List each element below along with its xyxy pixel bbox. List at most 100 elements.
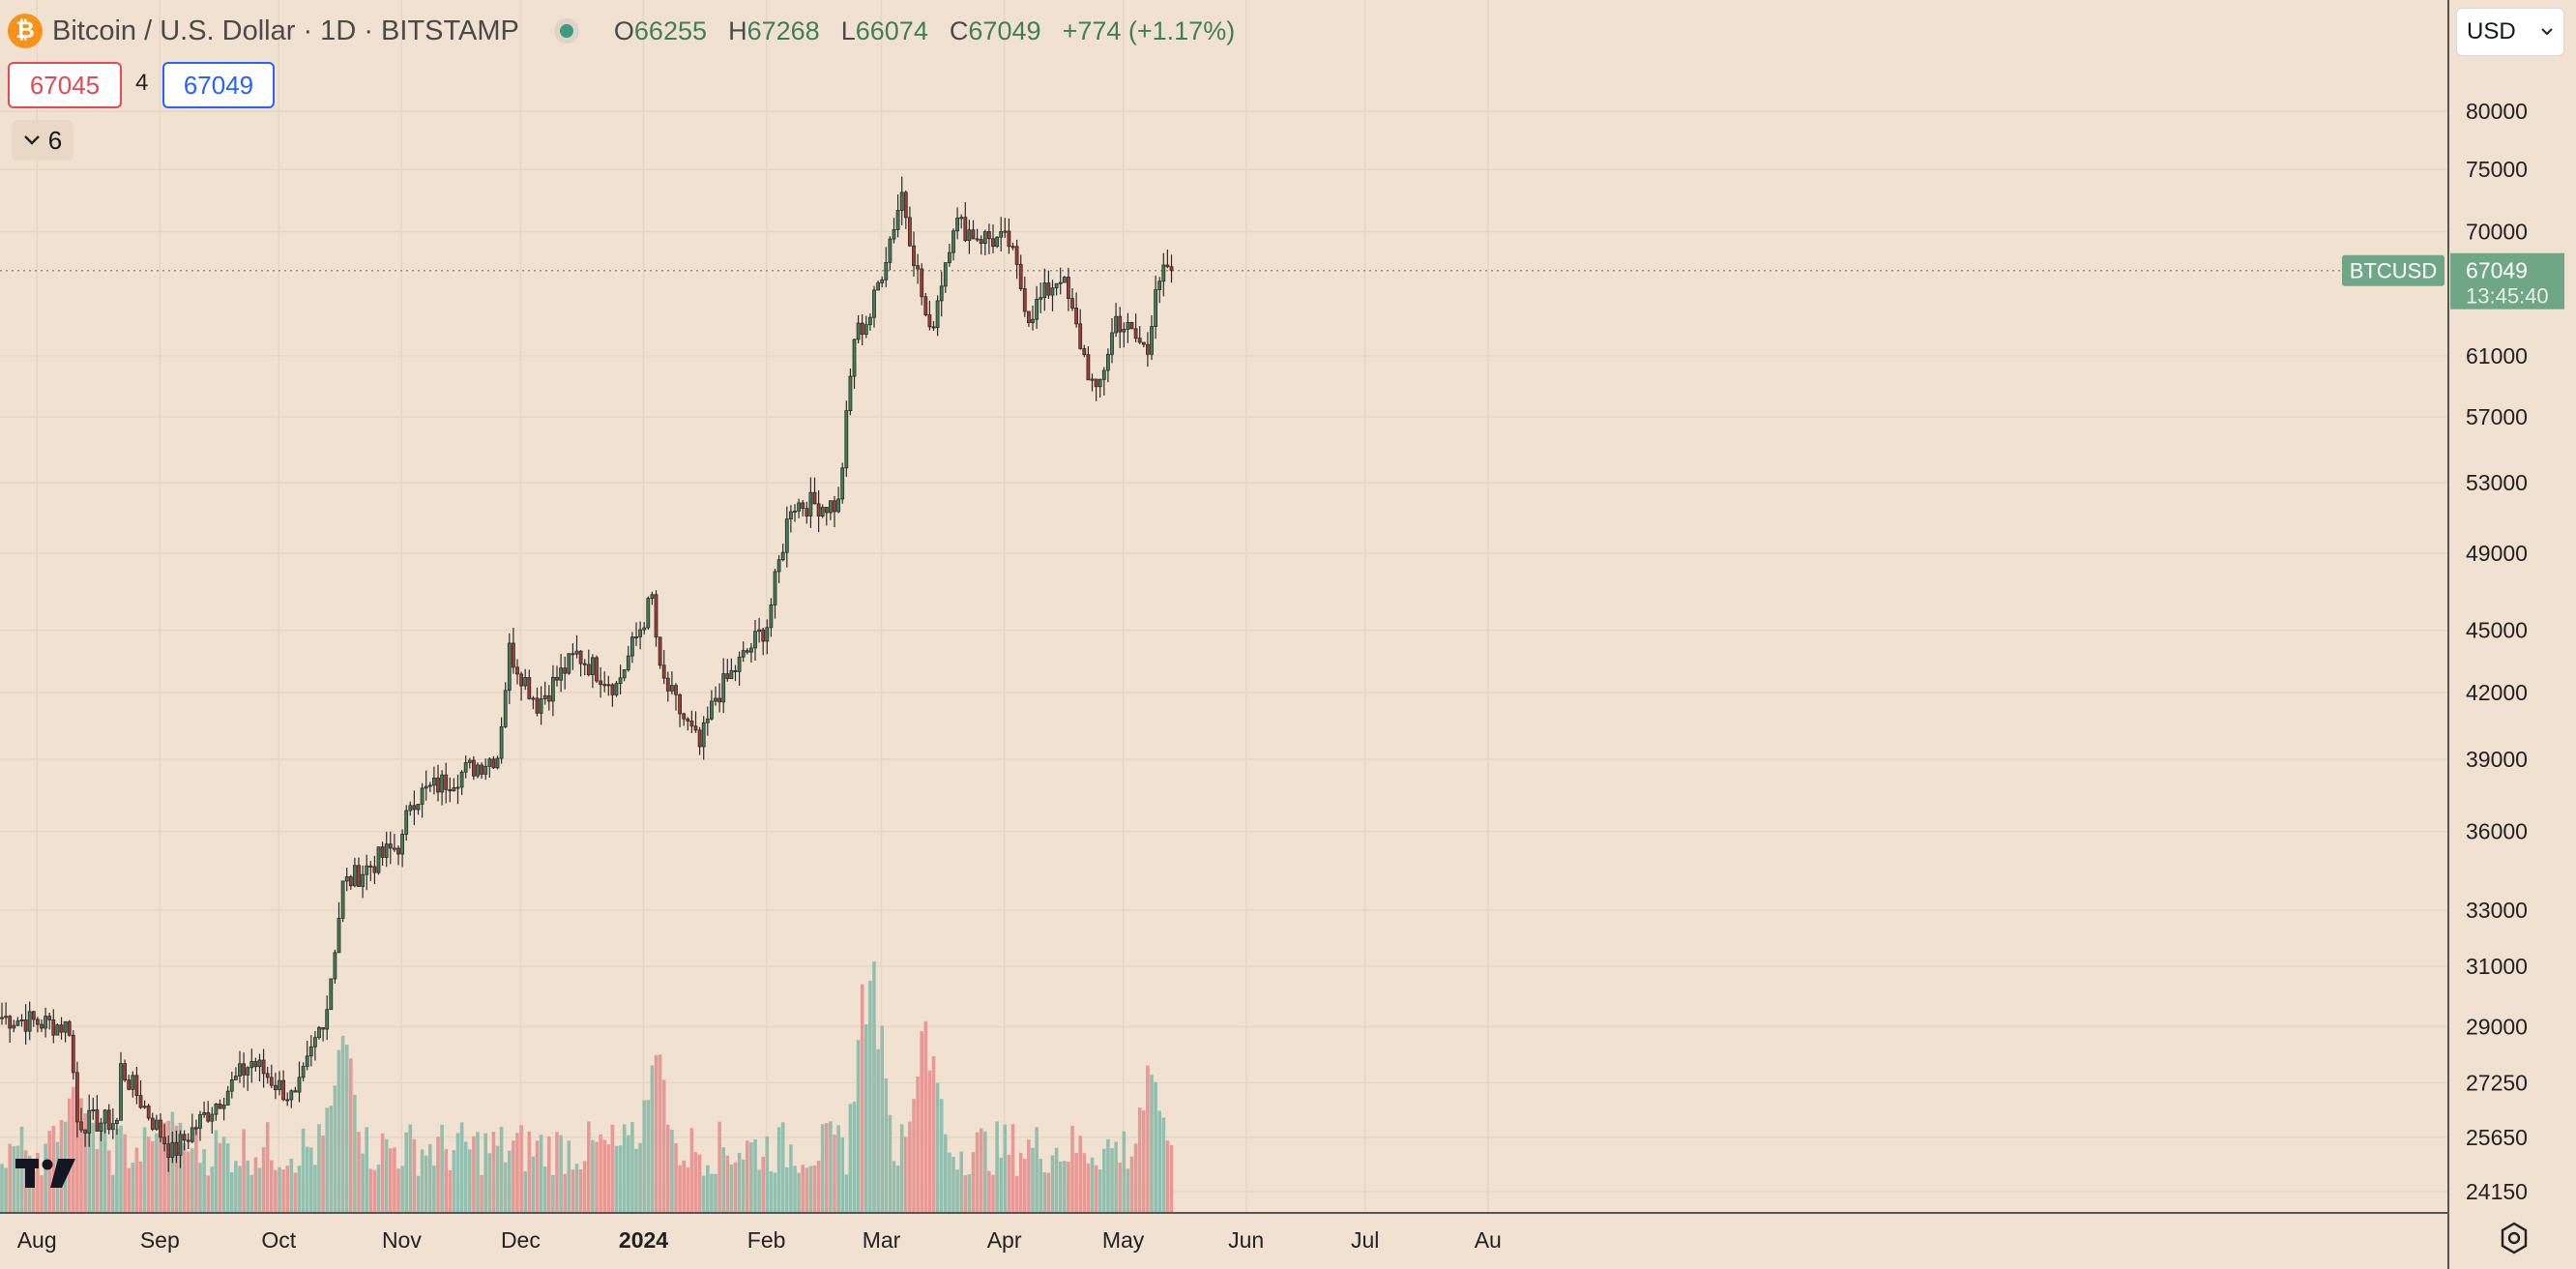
volume-bar xyxy=(780,1122,785,1213)
candle-body xyxy=(431,777,436,786)
candle-body xyxy=(531,697,536,700)
candle-body xyxy=(1078,323,1083,349)
volume-bar xyxy=(1106,1138,1110,1213)
candle-body xyxy=(1050,287,1055,296)
candle-body xyxy=(325,1009,330,1030)
candle-body xyxy=(1154,289,1157,327)
indicators-toggle-button[interactable]: 6 xyxy=(12,120,73,161)
candle-body xyxy=(1150,326,1154,355)
volume-bar xyxy=(281,1169,285,1213)
volume-bar xyxy=(1010,1124,1015,1213)
candle-body xyxy=(278,1079,281,1091)
volume-bar xyxy=(1133,1143,1138,1213)
volume-bar xyxy=(606,1144,611,1213)
candle-body xyxy=(888,238,893,263)
candle-body xyxy=(249,1061,254,1069)
volume-bar xyxy=(618,1145,623,1213)
candle-body xyxy=(689,721,694,727)
low-value: 66074 xyxy=(855,15,928,45)
volume-bar xyxy=(542,1166,547,1213)
volume-bar xyxy=(602,1139,606,1213)
candle-body xyxy=(1062,277,1067,283)
volume-bar xyxy=(4,1167,8,1213)
volume-bar xyxy=(1023,1159,1027,1213)
volume-bar xyxy=(67,1098,72,1213)
candle-body xyxy=(1046,282,1051,296)
volume-bar xyxy=(555,1132,559,1213)
currency-select[interactable]: USD xyxy=(2456,8,2564,56)
candle-body xyxy=(967,229,972,242)
candle-body xyxy=(1054,282,1059,289)
candle-body xyxy=(555,676,559,681)
price-tag-value: 67049 xyxy=(2466,258,2528,283)
volume-bar xyxy=(317,1124,321,1213)
candle-body xyxy=(714,697,717,702)
volume-bar xyxy=(432,1165,436,1213)
candle-body xyxy=(233,1076,238,1080)
candle-body xyxy=(106,1109,111,1131)
volume-bar xyxy=(420,1149,424,1213)
price-tick-label: 31000 xyxy=(2466,954,2528,979)
volume-bar xyxy=(340,1036,345,1213)
candle-body xyxy=(665,677,670,692)
volume-bar xyxy=(582,1161,587,1213)
candle-body xyxy=(820,507,825,517)
volume-bar xyxy=(697,1154,702,1213)
volume-bar xyxy=(119,1125,123,1213)
candle-body xyxy=(622,669,627,679)
volume-bar xyxy=(174,1125,179,1213)
volume-bar xyxy=(816,1160,821,1213)
candle-body xyxy=(1114,315,1118,334)
volume-bar xyxy=(274,1169,278,1213)
candle-body xyxy=(344,876,349,882)
candle-body xyxy=(574,650,579,655)
price-tick-label: 80000 xyxy=(2466,99,2528,124)
buy-price-button[interactable]: 67049 xyxy=(162,62,275,108)
candle-body xyxy=(745,650,749,653)
volume-bar xyxy=(1027,1139,1031,1213)
symbol-tag-background xyxy=(2342,254,2444,286)
volume-bars xyxy=(0,961,1174,1213)
settings-icon[interactable] xyxy=(2497,1221,2532,1255)
sell-price-button[interactable]: 67045 xyxy=(8,62,122,108)
candle-body xyxy=(797,502,801,512)
volume-bar xyxy=(725,1155,730,1213)
volume-bar xyxy=(455,1133,460,1213)
candle-body xyxy=(159,1119,162,1138)
volume-bar xyxy=(801,1165,805,1213)
close-label: C xyxy=(949,15,969,45)
volume-bar xyxy=(923,1020,928,1213)
candle-body xyxy=(146,1106,151,1119)
candle-body xyxy=(427,784,432,787)
volume-bar xyxy=(574,1164,579,1213)
candle-body xyxy=(880,279,885,283)
symbol-title[interactable]: Bitcoin / U.S. Dollar · 1D · BITSTAMP xyxy=(52,15,519,46)
volume-bar xyxy=(746,1140,749,1213)
volume-bar xyxy=(829,1121,833,1213)
tradingview-logo-icon[interactable] xyxy=(15,1157,77,1192)
candle-body xyxy=(305,1055,309,1067)
volume-bar xyxy=(19,1126,24,1213)
volume-bar xyxy=(393,1147,396,1213)
candle-body xyxy=(440,774,445,793)
volume-bar xyxy=(931,1055,936,1213)
volume-bar xyxy=(361,1153,365,1213)
candle-body xyxy=(1101,369,1106,380)
candle-body xyxy=(943,262,948,287)
volume-bar xyxy=(225,1143,230,1213)
candle-body xyxy=(789,511,793,519)
volume-bar xyxy=(206,1175,210,1213)
volume-bar xyxy=(1039,1159,1042,1213)
candle-body xyxy=(40,1023,44,1029)
volume-bar xyxy=(686,1167,690,1213)
time-tick-label: Apr xyxy=(987,1227,1022,1253)
candle-body xyxy=(844,410,849,469)
candle-body xyxy=(955,218,959,232)
volume-bar xyxy=(551,1174,555,1213)
volume-bar xyxy=(138,1161,143,1213)
volume-bar xyxy=(376,1165,381,1213)
volume-bar xyxy=(365,1127,368,1213)
volume-bar xyxy=(270,1160,274,1213)
candle-body xyxy=(357,865,361,887)
